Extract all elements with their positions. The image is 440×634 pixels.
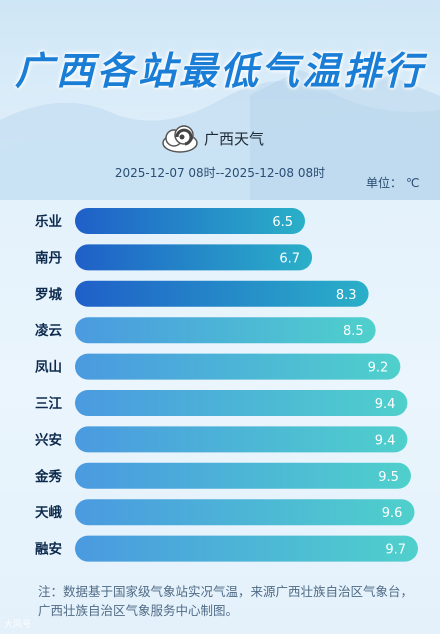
value-label: 6.7: [279, 251, 300, 266]
bar-7: [75, 426, 408, 453]
value-label: 9.4: [375, 397, 396, 412]
value-label: 9.5: [378, 470, 399, 485]
footnote: 注：数据基于国家级气象站实况气温，来源广西壮族自治区气象台，广西壮族自治区气象服…: [38, 584, 414, 618]
category-label: 金秀: [34, 468, 62, 485]
bar-1: [75, 208, 305, 234]
time-range: 2025-12-07 08时--2025-12-08 08时: [114, 166, 326, 180]
watermark: 大风号: [4, 620, 32, 630]
category-label: 天峨: [35, 504, 62, 521]
bar-6: [75, 390, 408, 416]
value-label: 9.7: [385, 543, 406, 558]
category-label: 融安: [35, 541, 62, 558]
brand-logo: 广西天气: [160, 121, 264, 155]
bar-8: [75, 462, 411, 489]
unit-value: ℃: [406, 176, 420, 190]
value-label: 8.5: [343, 324, 364, 339]
bar-2: [75, 244, 313, 271]
bar-4: [75, 317, 376, 344]
category-label: 凌云: [35, 322, 62, 339]
value-label: 6.5: [272, 215, 293, 230]
value-label: 9.2: [368, 361, 389, 376]
value-label: 8.3: [336, 288, 357, 303]
category-label: 乐业: [35, 213, 62, 230]
value-label: 9.4: [375, 433, 396, 448]
unit-label-text: 单位：: [366, 176, 403, 190]
unit-label: 单位： ℃: [362, 174, 420, 191]
category-label: 兴安: [35, 431, 62, 448]
bar-5: [75, 353, 401, 380]
category-label: 罗城: [35, 286, 62, 303]
bar-9: [75, 499, 415, 526]
value-label: 9.6: [382, 506, 403, 521]
weather-cloud-icon: [162, 125, 198, 153]
category-label: 南丹: [35, 249, 62, 266]
bar-10: [75, 535, 418, 562]
logo-text: 广西天气: [204, 129, 265, 148]
bar-3: [75, 280, 369, 307]
mountain-backdrop: [0, 70, 440, 200]
category-label: 三江: [35, 395, 62, 412]
category-label: 凤山: [35, 360, 62, 376]
page-title: 广西各站最低气温排行: [14, 49, 425, 93]
temperature-bar-chart: 乐业 6.5 南丹 6.7 罗城 8.3 凌云 8.5 凤山 9.2 三江 9.4 兴安 9.4 金秀 9.5…: [34, 208, 418, 562]
